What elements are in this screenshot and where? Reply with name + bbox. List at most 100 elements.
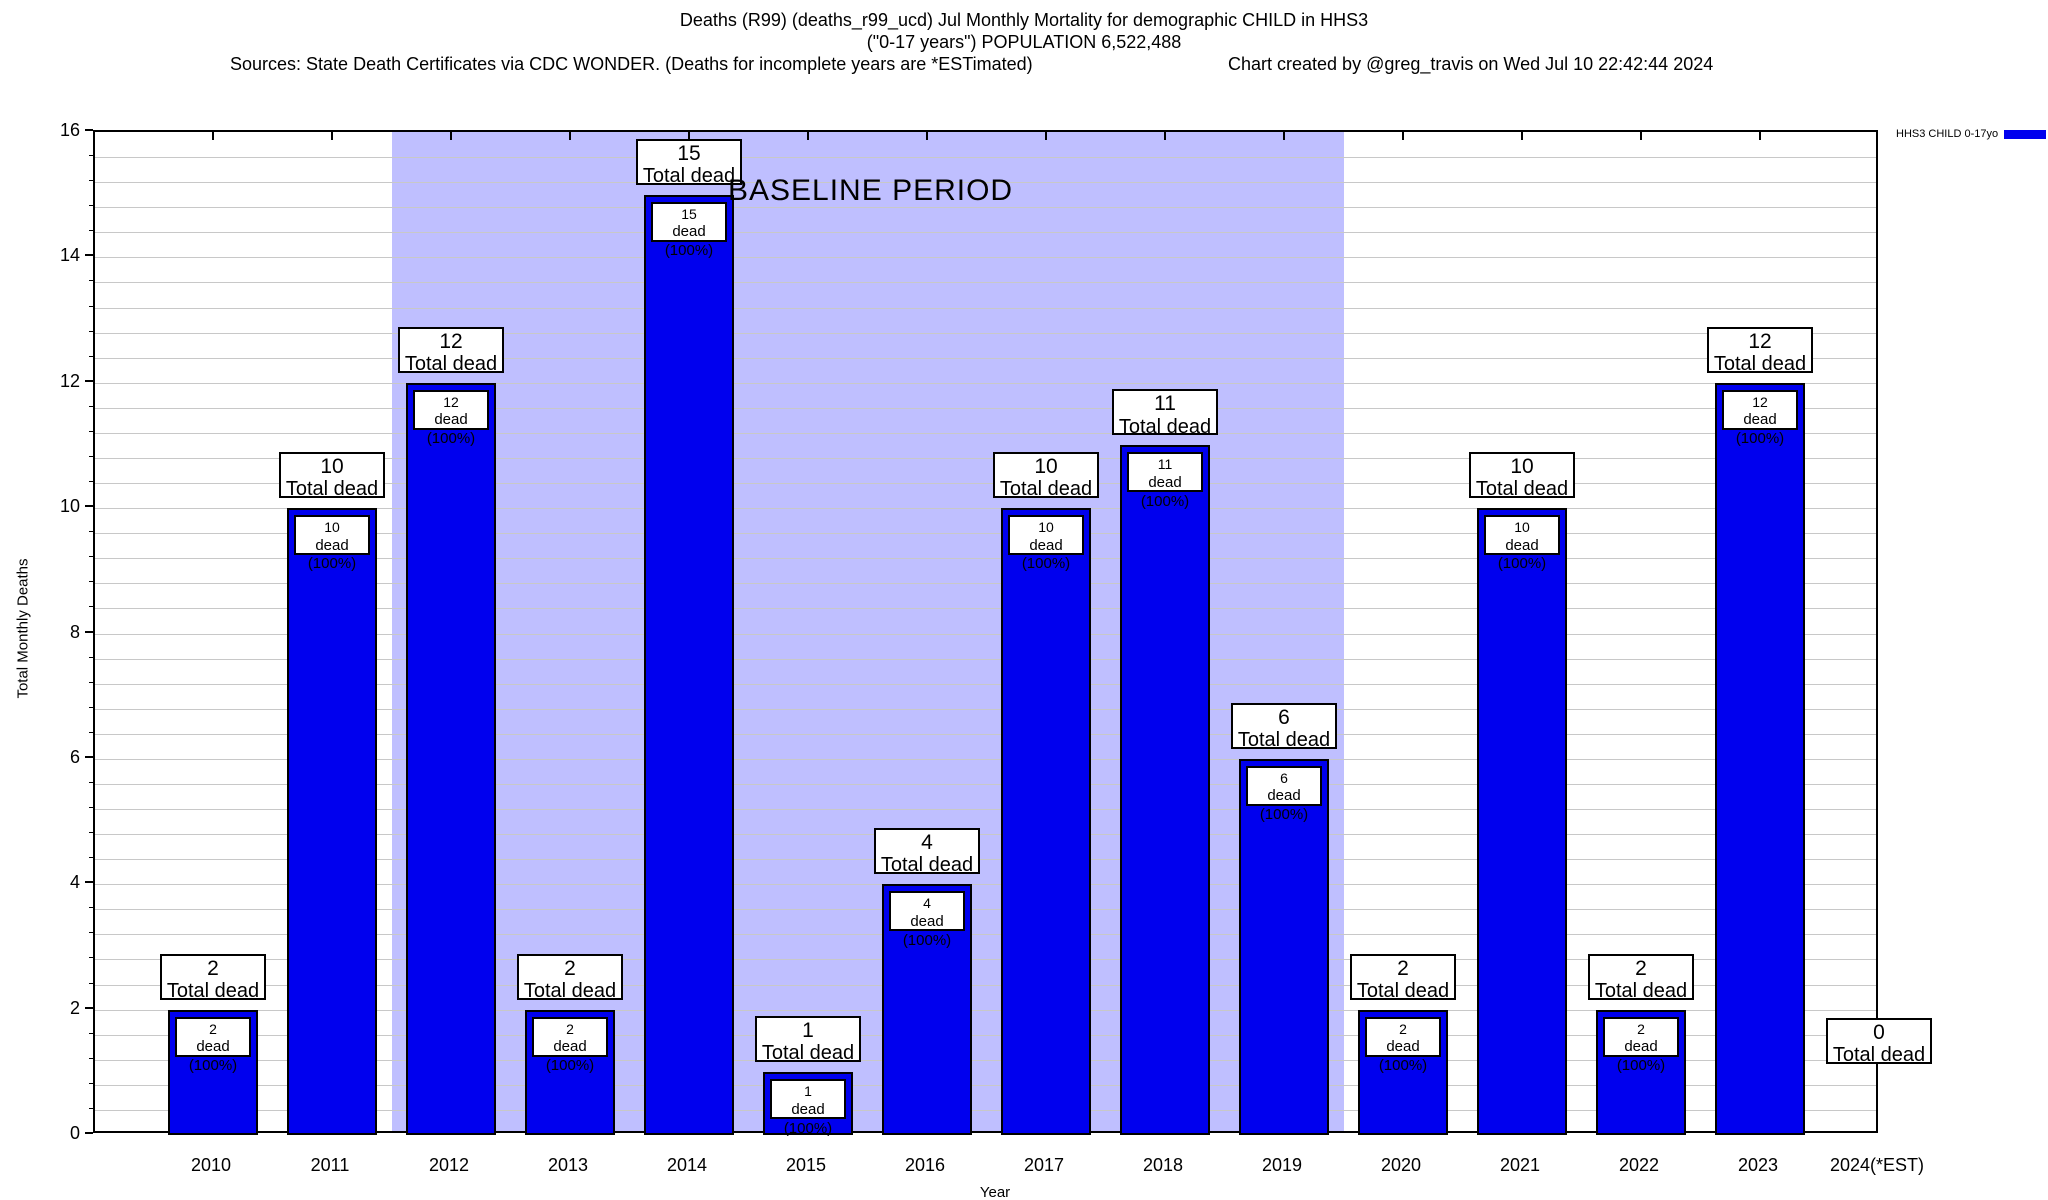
bar-total-label: 1 Total dead <box>755 1016 861 1064</box>
y-axis-minor-tick <box>89 932 93 934</box>
y-tick-label: 2 <box>69 997 80 1018</box>
x-tick-label: 2018 <box>1142 1155 1184 1175</box>
bar-inner-label: 10 dead (100%) <box>1008 515 1084 572</box>
x-axis-tick <box>569 132 571 140</box>
x-axis-tick <box>926 132 928 140</box>
bar-total-label: 11 Total dead <box>1112 389 1218 438</box>
y-axis-tick <box>85 881 93 884</box>
y-axis-minor-tick <box>89 330 93 332</box>
bar-inner-label: 1 dead (100%) <box>770 1079 846 1137</box>
bar-inner-label: 2 dead (100%) <box>532 1016 608 1074</box>
gridline <box>95 984 1876 986</box>
y-axis-tick <box>85 1006 93 1009</box>
y-axis-minor-tick <box>89 531 93 533</box>
y-axis-minor-tick <box>89 405 93 407</box>
gridline <box>95 558 1876 560</box>
y-axis-minor-tick <box>89 581 93 583</box>
x-tick-label: 2013 <box>547 1155 589 1175</box>
gridline <box>95 583 1876 585</box>
x-tick-label: 2022 <box>1618 1155 1660 1175</box>
gridline <box>95 658 1876 660</box>
legend-series-label: HHS3 CHILD 0-17yo <box>1896 128 1999 140</box>
y-axis-minor-tick <box>89 982 93 984</box>
legend: HHS3 CHILD 0-17yo <box>1896 128 2047 140</box>
y-axis-minor-tick <box>89 305 93 307</box>
chart-title-line2: ("0-17 years") POPULATION 6,522,488 <box>866 32 1182 52</box>
y-axis-minor-tick <box>89 907 93 909</box>
x-tick-label: 2024(*EST) <box>1829 1155 1925 1175</box>
gridline <box>95 232 1876 234</box>
gridline <box>95 357 1876 359</box>
bar-inner-label: 15 dead (100%) <box>651 201 727 259</box>
bar <box>644 194 734 1135</box>
x-axis-tick <box>1045 132 1047 140</box>
bar-total-label: 2 Total dead <box>1588 953 1694 1002</box>
y-axis-minor-tick <box>89 280 93 282</box>
y-axis-minor-tick <box>89 1107 93 1109</box>
x-tick-label: 2015 <box>785 1155 827 1175</box>
y-axis-minor-tick <box>89 481 93 483</box>
gridline <box>95 483 1876 485</box>
bar-total-label: 15 Total dead <box>636 138 742 187</box>
y-axis-minor-tick <box>89 556 93 558</box>
y-tick-label: 12 <box>59 370 80 391</box>
bar <box>406 382 496 1135</box>
gridline <box>95 207 1876 209</box>
y-axis-tick <box>85 129 93 131</box>
x-tick-label: 2011 <box>310 1155 350 1175</box>
gridline <box>95 909 1876 911</box>
x-tick-label: 2023 <box>1737 1155 1779 1175</box>
gridline <box>95 1009 1876 1011</box>
x-axis-tick <box>331 132 333 140</box>
gridline <box>95 432 1876 434</box>
x-tick-label: 2016 <box>904 1155 946 1175</box>
plot-area: 2 dead (100%) 2 Total dead 10 dead (100%) 10 To… <box>93 130 1932 1137</box>
gridline <box>95 809 1876 811</box>
y-tick-label: 0 <box>69 1123 80 1143</box>
bar-inner-label: 2 dead (100%) <box>1365 1016 1441 1074</box>
y-axis-minor-tick <box>89 957 93 959</box>
gridline <box>95 282 1876 284</box>
x-tick-label: 2021 <box>1499 1155 1541 1175</box>
gridline <box>95 1084 1876 1086</box>
y-axis-minor-tick <box>89 180 93 182</box>
bar-total-label: 10 Total dead <box>993 452 1099 500</box>
gridline <box>95 533 1876 535</box>
x-axis-title: Year <box>979 1184 1011 1200</box>
bar-total-label: 2 Total dead <box>160 953 266 1002</box>
bar-total-label: 12 Total dead <box>398 326 504 375</box>
y-axis-minor-tick <box>89 155 93 157</box>
gridline <box>95 758 1876 760</box>
gridline <box>95 382 1876 384</box>
bar <box>1239 758 1329 1135</box>
y-axis-tick <box>85 755 93 758</box>
bar-inner-label: 2 dead (100%) <box>1603 1016 1679 1074</box>
x-axis-tick <box>1759 132 1761 140</box>
gridline <box>95 407 1876 409</box>
legend-color-swatch-icon <box>2004 129 2047 139</box>
y-axis-minor-tick <box>89 1032 93 1034</box>
x-axis-tick <box>212 132 214 140</box>
x-tick-label: 2012 <box>428 1155 470 1175</box>
y-axis-minor-tick <box>89 857 93 859</box>
y-axis-minor-tick <box>89 656 93 658</box>
x-axis-tick <box>1402 132 1404 140</box>
x-axis-tick <box>450 132 452 140</box>
x-tick-label: 2010 <box>190 1155 232 1175</box>
y-axis-tick <box>85 630 93 633</box>
gridline <box>95 257 1876 259</box>
y-axis-minor-tick <box>89 455 93 457</box>
bar <box>1715 382 1805 1135</box>
y-tick-label: 16 <box>59 120 80 140</box>
bar-inner-label: 12 dead (100%) <box>413 389 489 447</box>
bar-inner-label: 10 dead (100%) <box>1484 515 1560 572</box>
bar-total-label: 2 Total dead <box>1350 953 1456 1002</box>
y-axis-minor-tick <box>89 230 93 232</box>
bar <box>1477 508 1567 1135</box>
gridline <box>95 1034 1876 1036</box>
gridline <box>95 1109 1876 1111</box>
y-tick-label: 14 <box>59 245 80 266</box>
y-axis-minor-tick <box>89 606 93 608</box>
x-tick-label: 2017 <box>1023 1155 1065 1175</box>
